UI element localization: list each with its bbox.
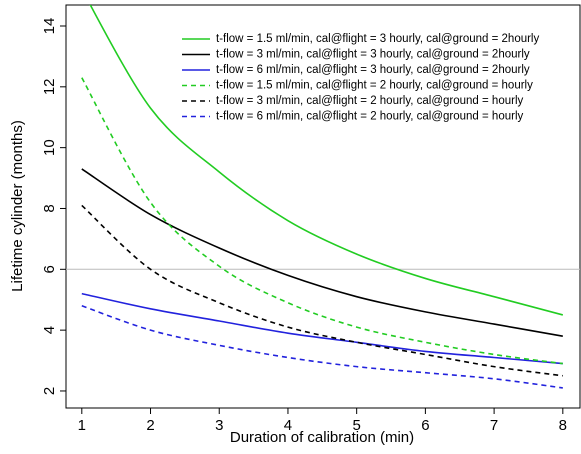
legend-label: t-flow = 3 ml/min, cal@flight = 3 hourly… [216,49,530,61]
y-tick-label: 6 [41,265,58,273]
x-tick-label: 4 [284,417,292,434]
series-line [89,5,564,316]
legend-label: t-flow = 6 ml/min, cal@flight = 2 hourly… [216,111,524,123]
x-tick-label: 6 [421,417,429,434]
x-tick-label: 5 [352,417,360,434]
legend-label: t-flow = 6 ml/min, cal@flight = 3 hourly… [216,64,530,76]
y-tick-label: 8 [41,204,58,212]
legend-label: t-flow = 1.5 ml/min, cal@flight = 2 hour… [216,80,533,92]
series-line [81,77,563,365]
y-tick-label: 10 [41,139,58,156]
series-line [81,204,563,377]
legend: t-flow = 1.5 ml/min, cal@flight = 3 hour… [182,33,539,123]
x-tick-label: 2 [146,417,154,434]
plot-frame [65,4,581,409]
legend-label: t-flow = 3 ml/min, cal@flight = 2 hourly… [216,95,524,107]
y-tick-label: 4 [41,326,58,334]
y-tick-label: 2 [41,387,58,395]
x-tick-label: 1 [78,417,86,434]
x-tick-label: 3 [215,417,223,434]
series-line [81,292,563,365]
series-line [81,305,563,389]
legend-label: t-flow = 1.5 ml/min, cal@flight = 3 hour… [216,33,539,45]
x-axis-label: Duration of calibration (min) [230,429,414,446]
series-line [81,168,563,338]
x-tick-label: 7 [490,417,498,434]
x-tick-label: 8 [559,417,567,434]
y-axis-label: Lifetime cylinder (months) [9,120,26,292]
y-tick-label: 14 [41,18,58,35]
y-tick-label: 12 [41,78,58,95]
plot-area [81,5,564,389]
